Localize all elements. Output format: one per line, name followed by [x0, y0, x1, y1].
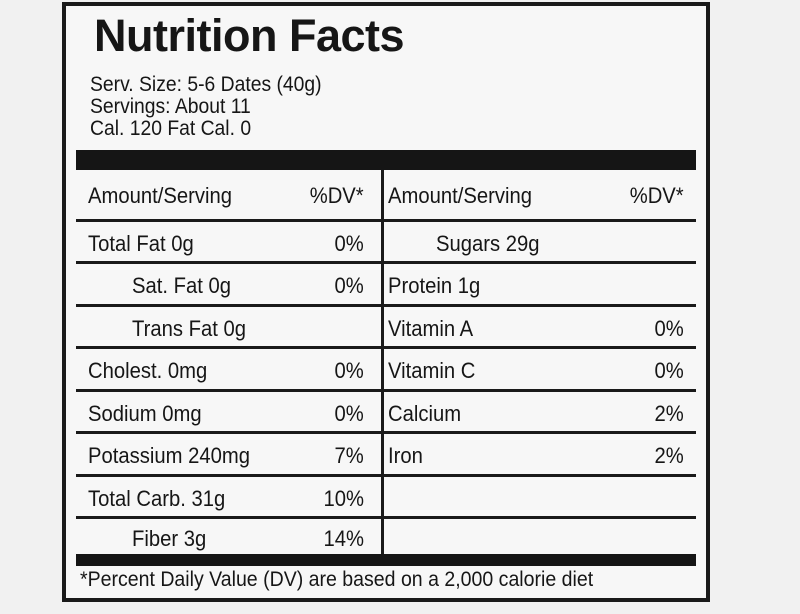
calories-line: Cal. 120 Fat Cal. 0 — [90, 117, 252, 140]
left-header-dv: %DV* — [310, 183, 364, 208]
row-divider — [76, 474, 696, 477]
row-divider — [76, 219, 696, 222]
nutrient-fiber: Fiber 3g — [132, 526, 207, 551]
row-divider — [76, 261, 696, 264]
dv-cholesterol: 0% — [334, 358, 364, 383]
dv-fiber: 14% — [323, 526, 364, 551]
nutrient-vitamin-c: Vitamin C — [388, 358, 476, 383]
nutrient-iron: Iron — [388, 443, 423, 468]
row-divider — [76, 304, 696, 307]
servings-per-container: Servings: About 11 — [90, 95, 251, 118]
row-divider — [76, 516, 696, 519]
row-divider — [76, 346, 696, 349]
right-header-amount: Amount/Serving — [388, 183, 533, 208]
right-header-dv: %DV* — [630, 183, 684, 208]
nutrient-cholesterol: Cholest. 0mg — [88, 358, 208, 383]
row-divider — [76, 389, 696, 392]
dv-vitamin-a: 0% — [654, 316, 684, 341]
serving-size: Serv. Size: 5-6 Dates (40g) — [90, 73, 322, 96]
nutrient-total-fat: Total Fat 0g — [88, 231, 194, 256]
row-divider — [76, 431, 696, 434]
nutrition-facts-label: Nutrition Facts Serv. Size: 5-6 Dates (4… — [62, 2, 710, 602]
daily-value-footnote: *Percent Daily Value (DV) are based on a… — [80, 568, 594, 591]
nutrient-sodium: Sodium 0mg — [88, 401, 202, 426]
thick-divider-top — [76, 150, 696, 170]
dv-potassium: 7% — [334, 443, 364, 468]
nutrient-sugars: Sugars 29g — [436, 231, 540, 256]
dv-calcium: 2% — [654, 401, 684, 426]
thick-divider-bottom — [76, 554, 696, 566]
nutrient-sat-fat: Sat. Fat 0g — [132, 273, 232, 298]
nutrient-trans-fat: Trans Fat 0g — [132, 316, 246, 341]
left-header-amount: Amount/Serving — [88, 183, 233, 208]
dv-iron: 2% — [654, 443, 684, 468]
label-title: Nutrition Facts — [94, 10, 405, 61]
dv-sodium: 0% — [334, 401, 364, 426]
nutrient-protein: Protein 1g — [388, 273, 481, 298]
dv-total-fat: 0% — [334, 231, 364, 256]
nutrient-vitamin-a: Vitamin A — [388, 316, 474, 341]
nutrient-potassium: Potassium 240mg — [88, 443, 251, 468]
nutrient-calcium: Calcium — [388, 401, 462, 426]
dv-vitamin-c: 0% — [654, 358, 684, 383]
dv-sat-fat: 0% — [334, 273, 364, 298]
column-divider — [381, 170, 384, 554]
dv-total-carb: 10% — [323, 486, 364, 511]
nutrient-total-carb: Total Carb. 31g — [88, 486, 226, 511]
